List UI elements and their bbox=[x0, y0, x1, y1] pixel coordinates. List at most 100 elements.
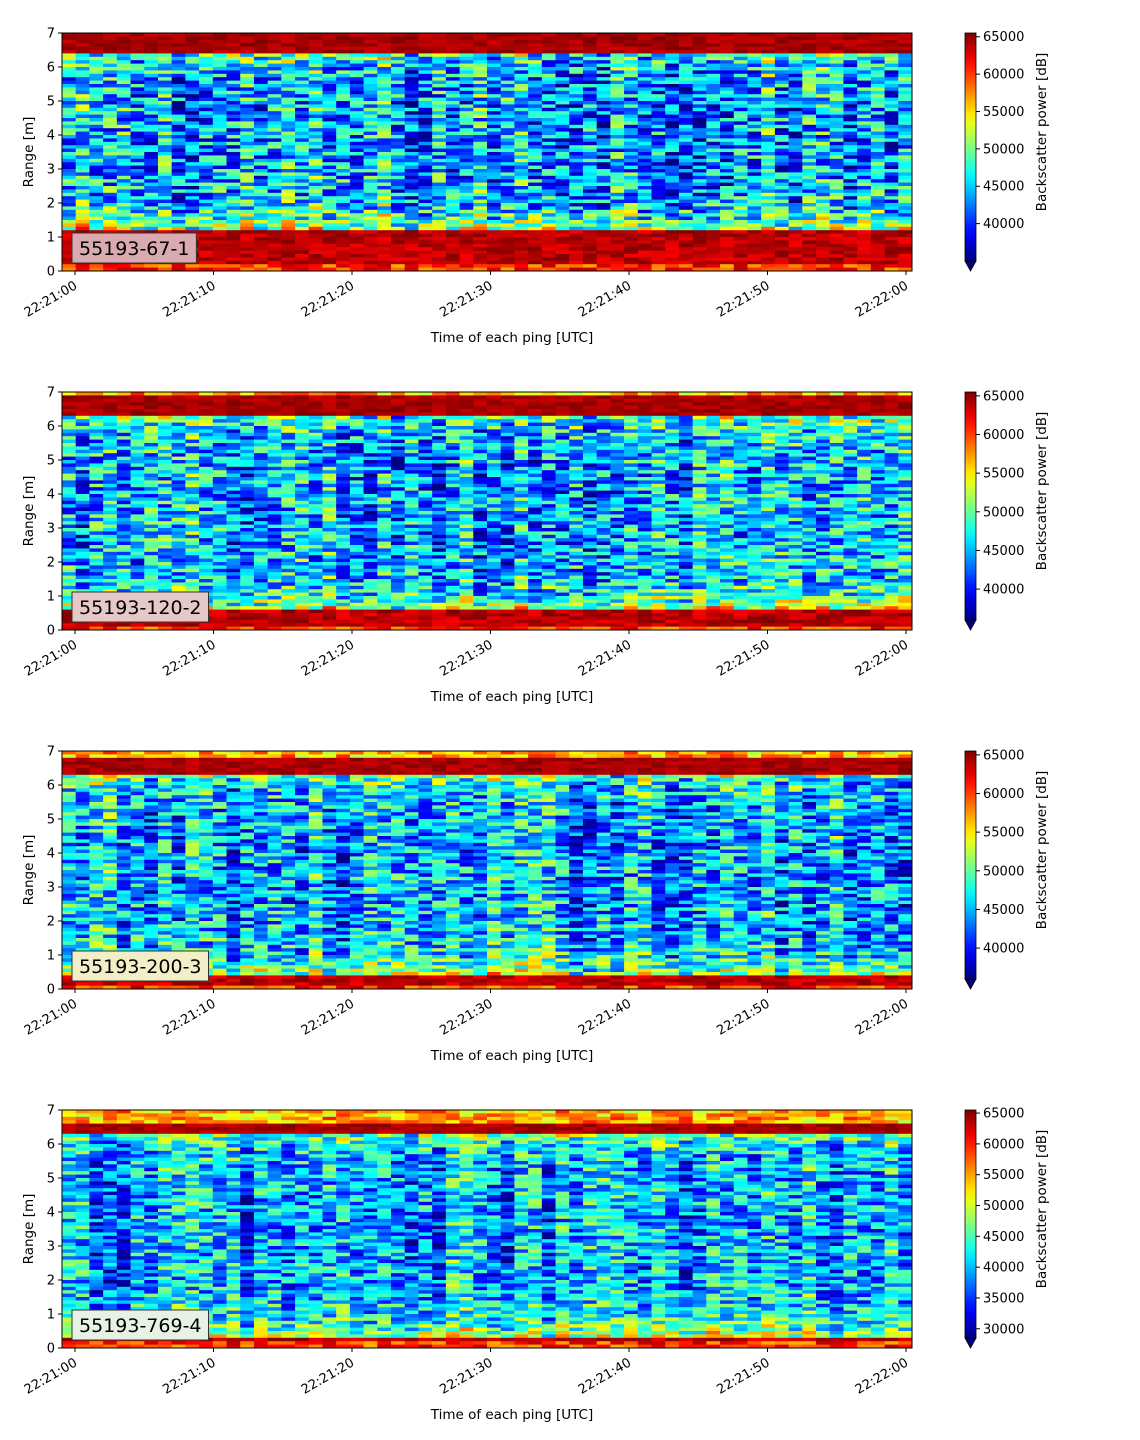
y-tick-label: 3 bbox=[47, 522, 55, 537]
y-tick-label: 4 bbox=[47, 488, 55, 503]
colorbar-tick-label: 40000 bbox=[983, 583, 1024, 598]
colorbar-extend-arrow bbox=[965, 261, 976, 271]
x-tick-label: 22:21:10 bbox=[160, 278, 218, 320]
x-tick-label: 22:21:40 bbox=[576, 278, 634, 320]
colorbar-tick-label: 40000 bbox=[983, 217, 1024, 232]
y-tick-label: 5 bbox=[47, 813, 55, 828]
x-tick-label: 22:21:10 bbox=[160, 996, 218, 1038]
colorbar-tick-label: 60000 bbox=[983, 787, 1024, 802]
colorbar-1: 40000 45000 50000 55000 60000 65000 Backscatte… bbox=[965, 30, 1050, 271]
station-label: 55193-769-4 bbox=[72, 1310, 209, 1340]
x-axis-label: Time of each ping [UTC] bbox=[430, 689, 594, 705]
x-tick-label: 22:21:00 bbox=[22, 996, 80, 1038]
y-tick-label: 2 bbox=[47, 1274, 55, 1289]
colorbar-tick-label: 65000 bbox=[983, 30, 1024, 45]
colorbar-extend-arrow bbox=[965, 979, 976, 989]
x-tick-label: 22:22:00 bbox=[853, 637, 911, 679]
x-tick-label: 22:22:00 bbox=[853, 278, 911, 320]
x-tick-label: 22:21:50 bbox=[714, 637, 772, 679]
colorbar-gradient bbox=[965, 392, 976, 620]
colorbar-tick-label: 55000 bbox=[983, 467, 1024, 482]
x-tick-label: 22:21:30 bbox=[437, 278, 495, 320]
colorbar-tick-label: 40000 bbox=[983, 942, 1024, 957]
x-tick-label: 22:21:50 bbox=[714, 1355, 772, 1397]
x-axis-label: Time of each ping [UTC] bbox=[430, 1407, 594, 1423]
x-tick-label: 22:21:20 bbox=[299, 996, 357, 1038]
y-axis-label: Range [m] bbox=[21, 835, 37, 906]
y-tick-label: 0 bbox=[47, 265, 55, 280]
colorbar-tick-label: 55000 bbox=[983, 105, 1024, 120]
colorbar-tick-label: 50000 bbox=[983, 1199, 1024, 1214]
colorbar-tick-label: 35000 bbox=[983, 1291, 1024, 1306]
y-tick-label: 6 bbox=[47, 779, 55, 794]
y-tick-label: 7 bbox=[47, 745, 55, 760]
y-tick-label: 3 bbox=[47, 1240, 55, 1255]
colorbar-tick-label: 45000 bbox=[983, 903, 1024, 918]
station-label-text: 55193-67-1 bbox=[79, 238, 189, 260]
y-tick-label: 7 bbox=[47, 386, 55, 401]
colorbar-tick-label: 60000 bbox=[983, 1137, 1024, 1152]
y-tick-label: 0 bbox=[47, 983, 55, 998]
colorbar-tick-label: 45000 bbox=[983, 180, 1024, 195]
y-tick-label: 2 bbox=[47, 197, 55, 212]
x-tick-label: 22:21:40 bbox=[576, 1355, 634, 1397]
colorbar-tick-label: 45000 bbox=[983, 1230, 1024, 1245]
y-tick-label: 1 bbox=[47, 1308, 55, 1323]
y-tick-label: 2 bbox=[47, 915, 55, 930]
x-tick-label: 22:22:00 bbox=[853, 1355, 911, 1397]
x-tick-label: 22:22:00 bbox=[853, 996, 911, 1038]
y-tick-label: 4 bbox=[47, 1206, 55, 1221]
x-tick-label: 22:21:50 bbox=[714, 996, 772, 1038]
y-tick-label: 0 bbox=[47, 624, 55, 639]
y-tick-label: 2 bbox=[47, 556, 55, 571]
y-tick-label: 1 bbox=[47, 590, 55, 605]
y-tick-label: 3 bbox=[47, 163, 55, 178]
y-tick-label: 4 bbox=[47, 129, 55, 144]
y-tick-label: 6 bbox=[47, 61, 55, 76]
y-tick-label: 4 bbox=[47, 847, 55, 862]
colorbar-tick-label: 50000 bbox=[983, 505, 1024, 520]
colorbar-tick-label: 50000 bbox=[983, 142, 1024, 157]
station-label-text: 55193-769-4 bbox=[79, 1315, 202, 1337]
x-tick-label: 22:21:00 bbox=[22, 637, 80, 679]
colorbar-tick-label: 55000 bbox=[983, 826, 1024, 841]
y-tick-label: 6 bbox=[47, 420, 55, 435]
colorbar-tick-label: 65000 bbox=[983, 389, 1024, 404]
y-tick-label: 1 bbox=[47, 949, 55, 964]
colorbar-label: Backscatter power [dB] bbox=[1034, 53, 1050, 212]
x-tick-label: 22:21:50 bbox=[714, 278, 772, 320]
colorbar-tick-label: 65000 bbox=[983, 748, 1024, 763]
station-label-text: 55193-200-3 bbox=[79, 956, 202, 978]
x-tick-label: 22:21:30 bbox=[437, 996, 495, 1038]
colorbar-tick-label: 45000 bbox=[983, 544, 1024, 559]
colorbar-extend-arrow bbox=[965, 620, 976, 630]
x-axis-label: Time of each ping [UTC] bbox=[430, 330, 594, 346]
y-tick-label: 6 bbox=[47, 1138, 55, 1153]
y-axis-label: Range [m] bbox=[21, 476, 37, 547]
y-tick-label: 5 bbox=[47, 95, 55, 110]
colorbar-gradient bbox=[965, 1110, 976, 1338]
colorbar-tick-label: 50000 bbox=[983, 864, 1024, 879]
x-tick-label: 22:21:10 bbox=[160, 1355, 218, 1397]
y-axis-label: Range [m] bbox=[21, 117, 37, 188]
colorbar-gradient bbox=[965, 751, 976, 979]
x-tick-label: 22:21:20 bbox=[299, 637, 357, 679]
x-axis-label: Time of each ping [UTC] bbox=[430, 1048, 594, 1064]
colorbar-tick-label: 60000 bbox=[983, 428, 1024, 443]
colorbar-tick-label: 60000 bbox=[983, 68, 1024, 83]
x-tick-label: 22:21:00 bbox=[22, 278, 80, 320]
x-tick-label: 22:21:30 bbox=[437, 1355, 495, 1397]
colorbar-2: 400004500050000550006000065000Backscatte… bbox=[965, 389, 1050, 630]
station-label: 55193-120-2 bbox=[72, 592, 209, 622]
colorbar-tick-label: 55000 bbox=[983, 1168, 1024, 1183]
y-tick-label: 5 bbox=[47, 1172, 55, 1187]
colorbar-tick-label: 40000 bbox=[983, 1261, 1024, 1276]
colorbar-tick-label: 65000 bbox=[983, 1107, 1024, 1122]
colorbar-label: Backscatter power [dB] bbox=[1034, 1130, 1050, 1289]
